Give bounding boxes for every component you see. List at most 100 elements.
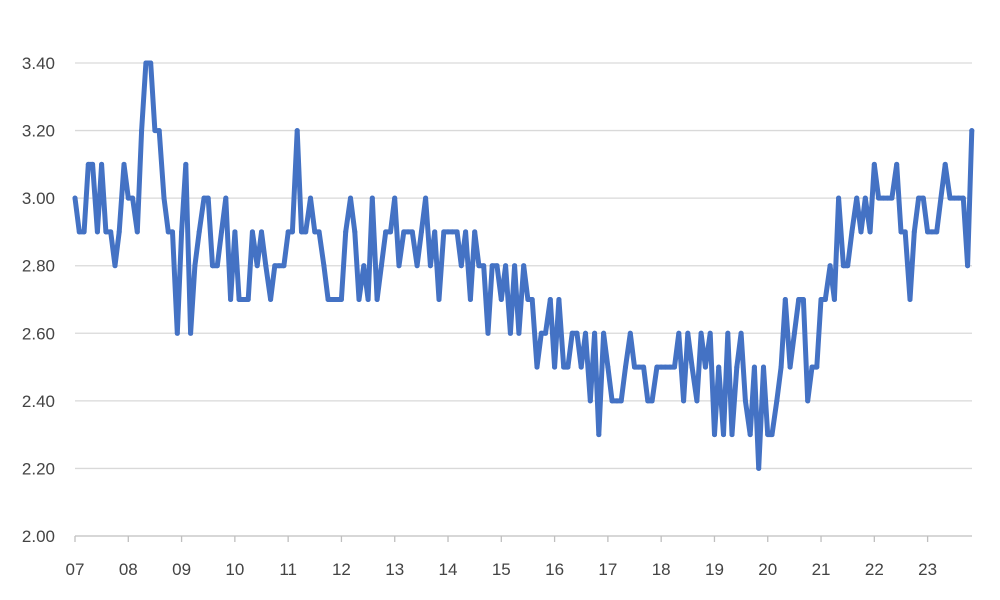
data-point <box>916 195 922 201</box>
data-point <box>818 297 824 302</box>
data-point <box>734 364 740 370</box>
data-point <box>751 364 757 370</box>
data-point <box>388 229 393 235</box>
data-point <box>769 432 775 438</box>
data-point <box>268 297 274 302</box>
data-point <box>627 330 633 336</box>
y-tick-label: 2.20 <box>22 459 55 478</box>
data-point <box>192 263 198 269</box>
data-point <box>365 297 371 302</box>
data-point <box>649 398 655 404</box>
data-point <box>729 432 735 438</box>
data-point <box>827 263 833 269</box>
x-tick-label: 15 <box>492 560 511 579</box>
data-point <box>179 229 185 235</box>
data-point <box>272 263 278 269</box>
data-point <box>316 229 322 235</box>
data-point <box>796 297 802 302</box>
data-point <box>516 330 522 336</box>
data-point <box>774 398 780 404</box>
data-point <box>840 263 846 269</box>
data-point <box>472 229 478 235</box>
data-point <box>334 297 340 302</box>
data-point <box>592 330 598 336</box>
x-tick-label: 21 <box>812 560 831 579</box>
data-point <box>969 128 975 134</box>
x-tick-label: 07 <box>66 560 85 579</box>
y-tick-label: 2.80 <box>22 257 55 276</box>
data-point <box>481 263 487 269</box>
data-point <box>161 195 167 201</box>
x-tick-label: 18 <box>652 560 671 579</box>
data-point <box>721 432 726 438</box>
data-point <box>529 297 535 302</box>
data-point <box>125 195 131 201</box>
data-point <box>503 263 509 269</box>
x-axis-tick-labels: 07 08 09 10 11 12 13 14 15 16 17 18 19 20 21 22 23 <box>66 560 938 579</box>
data-point <box>521 263 527 269</box>
data-point <box>99 161 105 167</box>
data-point <box>965 263 971 269</box>
data-point <box>547 297 553 302</box>
data-point <box>778 364 784 370</box>
data-point <box>76 229 82 235</box>
data-point <box>414 263 420 269</box>
x-tick-label: 23 <box>918 560 937 579</box>
x-tick-label: 11 <box>279 560 297 579</box>
data-point <box>712 432 717 438</box>
data-point <box>938 195 944 201</box>
data-point <box>761 364 766 370</box>
data-point <box>338 297 344 302</box>
data-point <box>445 229 451 235</box>
data-point <box>498 297 504 302</box>
data-point <box>561 364 567 370</box>
data-point <box>81 229 87 235</box>
data-point <box>112 263 118 269</box>
data-point <box>312 229 318 235</box>
data-point <box>552 364 558 370</box>
data-point <box>662 364 668 370</box>
data-point <box>672 364 677 370</box>
data-point <box>809 364 815 370</box>
x-tick-label: 22 <box>865 560 884 579</box>
data-point <box>800 297 806 302</box>
data-point <box>707 330 713 336</box>
data-point <box>467 297 473 302</box>
x-tick-label: 20 <box>758 560 777 579</box>
data-point <box>223 195 229 201</box>
data-point <box>858 229 864 235</box>
data-point <box>289 229 295 235</box>
data-point <box>90 161 96 167</box>
data-point <box>196 229 202 235</box>
data-point <box>942 161 948 167</box>
data-point <box>436 297 442 302</box>
data-point <box>525 297 531 302</box>
data-point <box>791 330 797 336</box>
data-point <box>596 432 602 438</box>
y-tick-label: 3.40 <box>22 54 55 73</box>
data-point <box>849 229 855 235</box>
data-point <box>343 229 349 235</box>
data-point <box>201 195 207 201</box>
data-point <box>263 263 269 269</box>
data-point <box>183 161 189 167</box>
data-point <box>174 330 180 336</box>
data-point <box>383 229 389 235</box>
series-layer <box>72 60 975 471</box>
data-point <box>920 195 926 201</box>
data-point <box>583 330 588 336</box>
data-point <box>432 229 438 235</box>
data-point <box>245 297 251 302</box>
data-point <box>689 364 695 370</box>
data-point <box>925 229 931 235</box>
data-point <box>685 330 691 336</box>
data-point <box>485 330 491 336</box>
y-tick-label: 3.00 <box>22 189 55 208</box>
data-point <box>747 432 753 438</box>
x-tick-label: 09 <box>172 560 191 579</box>
x-tick-label: 17 <box>598 560 617 579</box>
data-point <box>409 229 415 235</box>
data-point <box>139 128 145 134</box>
data-point <box>254 263 260 269</box>
